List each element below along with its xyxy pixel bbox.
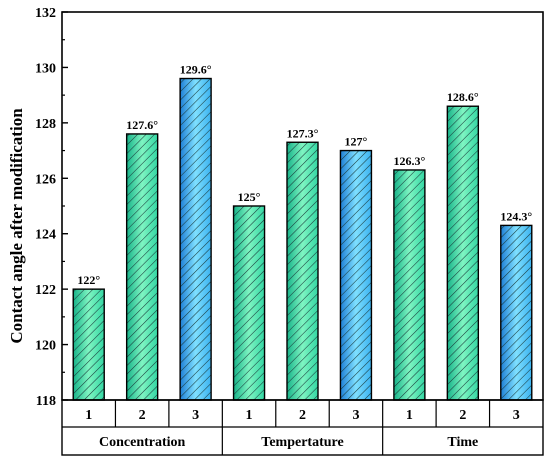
x-tick-label: 3 xyxy=(192,408,199,423)
y-tick-label: 126 xyxy=(35,172,56,187)
labels: 122° 127.6° 129.6° 125° 127.3° 127° 126.3° 128.… xyxy=(35,6,532,450)
bar-hatch xyxy=(286,141,319,401)
group-label: Time xyxy=(447,435,478,450)
data-label: 124.3° xyxy=(500,209,532,223)
y-tick-label: 118 xyxy=(36,394,56,409)
plot-area xyxy=(72,77,533,401)
x-tick-label: 2 xyxy=(299,408,306,423)
axes xyxy=(61,11,544,456)
y-tick-label: 120 xyxy=(35,339,56,354)
data-label: 125° xyxy=(238,190,261,204)
group-label: Concentration xyxy=(99,435,186,450)
x-tick-label: 2 xyxy=(459,408,466,423)
y-tick-label: 122 xyxy=(35,283,56,298)
y-tick-label: 124 xyxy=(35,228,56,243)
bar-hatch xyxy=(72,288,105,401)
data-label: 126.3° xyxy=(393,154,425,168)
x-tick-label: 3 xyxy=(352,408,359,423)
y-tick-label: 132 xyxy=(35,6,56,21)
data-label: 129.6° xyxy=(180,63,212,77)
bar-hatch xyxy=(179,77,212,401)
data-label: 127.6° xyxy=(126,118,158,132)
x-tick-label: 1 xyxy=(246,408,253,423)
x-tick-label: 3 xyxy=(513,408,520,423)
group-label: Tempertature xyxy=(261,435,343,450)
bar-hatch xyxy=(125,133,159,401)
bar-hatch xyxy=(393,169,426,401)
y-tick-label: 130 xyxy=(35,61,56,76)
bar-hatch xyxy=(339,149,373,401)
data-label: 122° xyxy=(77,273,100,287)
x-tick-label: 1 xyxy=(406,408,413,423)
bar-hatch xyxy=(232,205,266,401)
bar-hatch xyxy=(500,224,533,401)
y-axis-title: Contact angle after modification xyxy=(7,108,26,344)
data-label: 128.6° xyxy=(447,90,479,104)
y-tick-label: 128 xyxy=(35,117,56,132)
data-label: 127.3° xyxy=(287,126,319,140)
x-tick-label: 2 xyxy=(139,408,146,423)
x-tick-label: 1 xyxy=(85,408,92,423)
data-label: 127° xyxy=(345,135,368,149)
bar-hatch xyxy=(446,105,480,401)
